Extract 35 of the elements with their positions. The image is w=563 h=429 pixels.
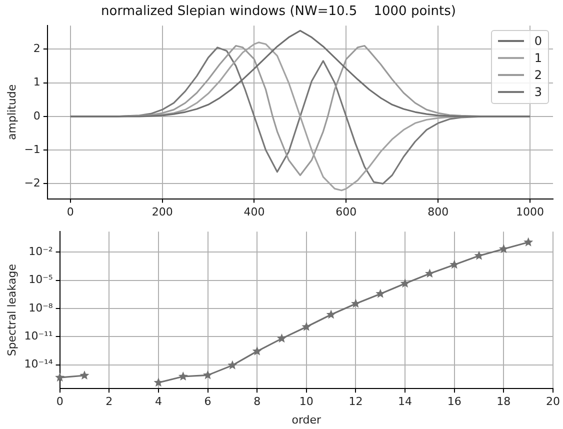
x-tick-label: 18: [496, 395, 511, 408]
y-axis-title: amplitude: [5, 84, 18, 140]
y-tick-label: 10⁻¹⁴: [24, 358, 54, 371]
chart-title: normalized Slepian windows (NW=10.5 1000 points): [101, 4, 456, 20]
x-tick-label: 14: [398, 395, 412, 408]
y-tick-label: 10⁻¹¹: [24, 330, 53, 343]
y-tick-label: 2: [33, 42, 40, 55]
y-tick-label: −2: [24, 176, 40, 190]
x-tick-label: 16: [447, 395, 462, 408]
x-tick-label: 800: [428, 205, 449, 218]
x-tick-label: 0: [66, 205, 74, 218]
x-tick-label: 4: [154, 395, 162, 408]
x-tick-label: 200: [152, 205, 173, 218]
x-tick-label: 6: [204, 395, 212, 408]
y-tick-label: 10⁻⁵: [28, 273, 53, 286]
y-tick-label: 10⁻⁸: [28, 301, 54, 314]
legend-label: 3: [534, 84, 542, 101]
x-tick-label: 0: [56, 395, 64, 408]
x-tick-label: 12: [348, 395, 363, 408]
x-tick-label: 8: [254, 395, 261, 408]
x-tick-label: 2: [106, 395, 113, 408]
legend-label: 0: [534, 32, 542, 50]
legend-label: 2: [534, 66, 542, 84]
x-tick-label: 400: [244, 205, 265, 218]
y-tick-label: 10⁻²: [28, 244, 53, 258]
y-tick-label: 0: [33, 109, 40, 122]
x-tick-label: 20: [546, 395, 560, 408]
x-tick-label: 10: [299, 395, 314, 408]
y-axis-title: Spectral leakage: [5, 264, 18, 356]
x-tick-label: 600: [336, 205, 357, 218]
y-tick-label: 1: [33, 76, 40, 89]
legend-label: 1: [534, 50, 542, 67]
x-tick-label: 1000: [516, 205, 544, 218]
y-tick-label: −1: [24, 142, 40, 156]
x-axis-title: order: [292, 413, 322, 426]
